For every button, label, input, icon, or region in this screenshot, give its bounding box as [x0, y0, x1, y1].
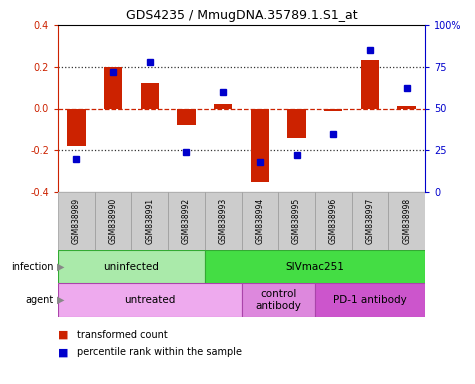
Bar: [361, 61, 379, 109]
Bar: [141, 83, 159, 109]
Text: untreated: untreated: [124, 295, 175, 305]
Text: GSM838993: GSM838993: [218, 198, 228, 244]
Bar: [287, 109, 306, 138]
Bar: [315, 192, 352, 250]
Text: GSM838992: GSM838992: [182, 198, 191, 244]
Bar: [168, 192, 205, 250]
Text: ■: ■: [58, 330, 68, 340]
Bar: [315, 283, 425, 317]
Bar: [95, 192, 132, 250]
Bar: [132, 192, 168, 250]
Title: GDS4235 / MmugDNA.35789.1.S1_at: GDS4235 / MmugDNA.35789.1.S1_at: [126, 10, 357, 22]
Bar: [324, 109, 342, 111]
Bar: [241, 192, 278, 250]
Text: ▶: ▶: [57, 295, 65, 305]
Bar: [251, 109, 269, 182]
Text: transformed count: transformed count: [77, 330, 168, 340]
Text: percentile rank within the sample: percentile rank within the sample: [77, 347, 242, 357]
Text: GSM838995: GSM838995: [292, 198, 301, 244]
Text: GSM838989: GSM838989: [72, 198, 81, 244]
Text: SIVmac251: SIVmac251: [285, 262, 344, 271]
Bar: [398, 106, 416, 109]
Bar: [205, 250, 425, 283]
Bar: [67, 109, 86, 146]
Text: GSM838997: GSM838997: [365, 198, 374, 244]
Bar: [205, 192, 241, 250]
Text: infection: infection: [11, 262, 53, 271]
Text: ▶: ▶: [57, 262, 65, 271]
Bar: [241, 283, 315, 317]
Text: GSM838990: GSM838990: [109, 198, 117, 244]
Text: GSM838996: GSM838996: [329, 198, 338, 244]
Bar: [177, 109, 196, 125]
Bar: [352, 192, 388, 250]
Bar: [58, 283, 241, 317]
Text: control
antibody: control antibody: [255, 289, 301, 311]
Text: ■: ■: [58, 347, 68, 357]
Bar: [104, 67, 122, 109]
Bar: [214, 104, 232, 109]
Text: GSM838998: GSM838998: [402, 198, 411, 244]
Text: GSM838994: GSM838994: [256, 198, 265, 244]
Bar: [58, 250, 205, 283]
Bar: [58, 192, 95, 250]
Text: GSM838991: GSM838991: [145, 198, 154, 244]
Bar: [388, 192, 425, 250]
Text: agent: agent: [25, 295, 53, 305]
Text: PD-1 antibody: PD-1 antibody: [333, 295, 407, 305]
Text: uninfected: uninfected: [104, 262, 159, 271]
Bar: [278, 192, 315, 250]
